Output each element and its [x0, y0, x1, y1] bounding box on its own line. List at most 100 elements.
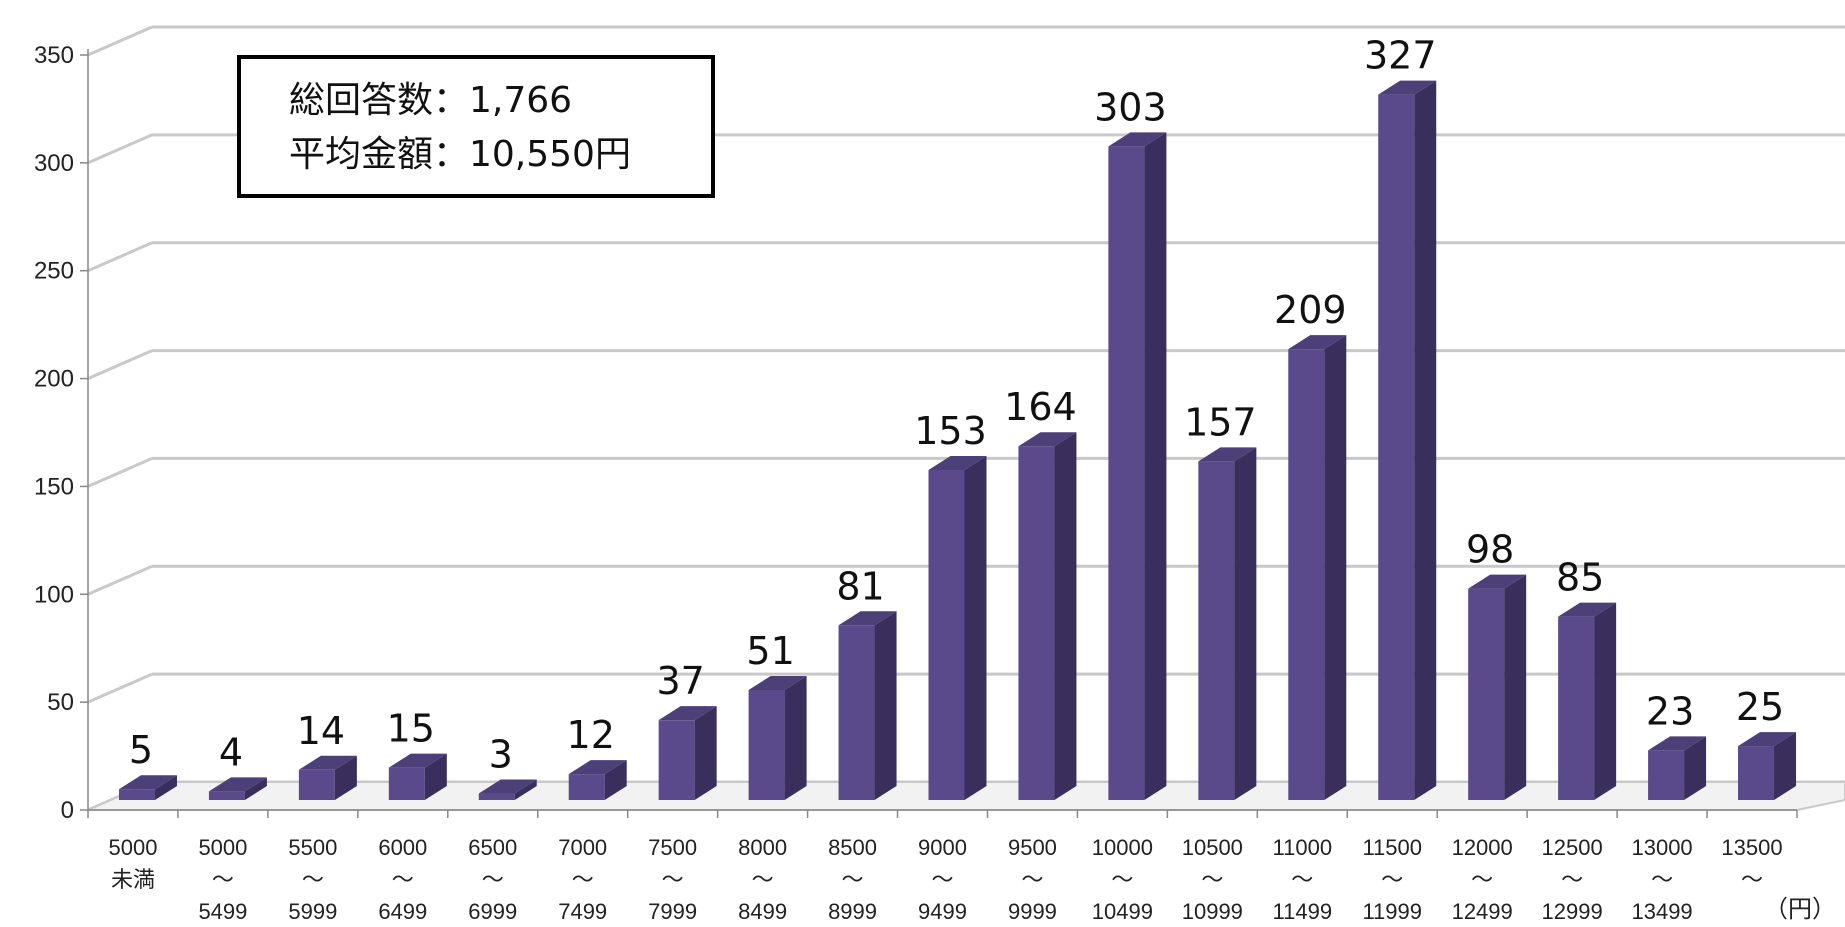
- bar-side: [1324, 335, 1347, 800]
- x-tick-label-line: 5000: [198, 835, 247, 860]
- bar: [1198, 447, 1257, 800]
- gridline-wall: [87, 349, 153, 380]
- data-label: 81: [836, 564, 884, 608]
- x-tick-label-line: 5500: [288, 835, 337, 860]
- bar: [1108, 132, 1167, 800]
- data-label: 12: [567, 713, 615, 757]
- x-tick-label-line: ～: [482, 867, 504, 892]
- bar-front: [298, 769, 335, 800]
- bar: [1738, 732, 1797, 800]
- average-amount-text: 平均金額：10,550円: [289, 134, 631, 175]
- x-tick-label-line: 13499: [1631, 899, 1692, 924]
- x-tick-label-line: ～: [842, 867, 864, 892]
- bar-top: [1108, 132, 1167, 147]
- bar-top: [1018, 432, 1077, 447]
- x-tick-label-line: ～: [662, 867, 684, 892]
- summary-box: 総回答数：1,766 平均金額：10,550円: [237, 55, 715, 198]
- x-tick-label-line: 7000: [558, 835, 607, 860]
- gridline-wall: [87, 457, 153, 488]
- x-tick-label-line: ～: [1651, 867, 1673, 892]
- data-label: 85: [1556, 556, 1604, 600]
- x-tick-label-line: ～: [1471, 867, 1493, 892]
- y-tick-label: 200: [34, 366, 74, 393]
- data-label: 153: [914, 409, 987, 453]
- x-tick-label-line: 8999: [828, 899, 877, 924]
- bar: [478, 779, 537, 800]
- x-tick-label: 12500 ～ 12999: [1542, 835, 1603, 924]
- total-responses-text: 総回答数：1,766: [289, 80, 573, 121]
- bar-front: [1468, 588, 1505, 800]
- data-label: 23: [1646, 689, 1694, 733]
- bar-front: [1648, 750, 1685, 800]
- x-tick-label: 6000 ～ 6499: [378, 835, 427, 924]
- data-label: 3: [489, 733, 513, 777]
- x-tick-label-line: ～: [302, 867, 324, 892]
- x-tick-label-line: 6000: [378, 835, 427, 860]
- data-label: 164: [1004, 385, 1077, 429]
- bar-top: [118, 775, 177, 790]
- bar-top: [1738, 732, 1797, 747]
- x-tick-label-line: ～: [212, 867, 234, 892]
- gridline-wall: [87, 564, 153, 596]
- data-label: 303: [1094, 85, 1167, 129]
- x-tick-label-line: 8499: [738, 899, 787, 924]
- x-tick-label-line: 7999: [648, 899, 697, 924]
- y-tick-label: 250: [34, 258, 74, 285]
- data-label: 15: [387, 707, 435, 751]
- data-label: 5: [129, 728, 153, 772]
- bar: [658, 706, 717, 800]
- x-tick-label-line: 12000: [1452, 835, 1513, 860]
- bars: [118, 80, 1797, 801]
- x-tick-label: 11000 ～ 11499: [1273, 835, 1333, 924]
- bar-top: [208, 777, 267, 792]
- bar-front: [1108, 146, 1145, 800]
- bar-side: [154, 775, 177, 800]
- bar-side: [874, 611, 897, 800]
- x-tick-label-line: 12999: [1542, 899, 1603, 924]
- x-tick-label-line: ～: [392, 867, 414, 892]
- x-tick-label-line: 5000: [108, 835, 157, 860]
- x-tick-label: 7500 ～ 7999: [648, 835, 697, 924]
- x-tick-label-line: 10499: [1092, 899, 1153, 924]
- x-tick-label-line: 7500: [648, 835, 697, 860]
- x-tick-label-line: 9499: [918, 899, 967, 924]
- bar-top: [838, 611, 897, 626]
- bar-top: [298, 755, 357, 770]
- bar: [568, 760, 627, 800]
- x-unit-label: （円）: [1764, 895, 1836, 923]
- data-label: 25: [1736, 685, 1784, 729]
- x-tick-label-line: ～: [1561, 867, 1583, 892]
- bar-side: [1234, 447, 1257, 800]
- x-tick-label-line: 10000: [1092, 835, 1153, 860]
- bar: [1018, 432, 1077, 800]
- x-tick-label: 5500 ～ 5999: [288, 835, 337, 924]
- x-tick-label: 7000 ～ 7499: [558, 835, 607, 924]
- y-tick-label: 350: [34, 42, 74, 69]
- x-tick-label-line: ～: [931, 867, 953, 892]
- bar-front: [208, 791, 245, 800]
- data-label: 51: [746, 629, 794, 673]
- data-label: 98: [1466, 528, 1514, 572]
- x-tick-label-line: ～: [1291, 867, 1313, 892]
- x-tick-label: 9000 ～ 9499: [918, 835, 967, 924]
- y-tick-label: 50: [47, 689, 74, 716]
- x-tick-labels: 5000 未満 5000 ～ 5499 5500 ～ 5999 6000 ～ 6499 6500 ～ 69…: [108, 835, 1782, 924]
- x-tick-label: 11500 ～ 11999: [1362, 835, 1422, 924]
- bar-front: [1558, 616, 1595, 800]
- x-tick-label-line: ～: [1021, 867, 1043, 892]
- bar-top: [478, 779, 537, 794]
- bar-front: [838, 625, 875, 800]
- data-label: 4: [219, 730, 243, 774]
- bar-top: [568, 760, 627, 775]
- data-label: 14: [297, 709, 345, 753]
- x-tick-label-line: 12499: [1452, 899, 1513, 924]
- x-tick-label-line: 9999: [1008, 899, 1057, 924]
- bar-side: [334, 755, 357, 800]
- bar-front: [1198, 461, 1235, 800]
- bar-side: [784, 675, 807, 800]
- x-tick-label-line: 5499: [198, 899, 247, 924]
- x-tick-label-line: 6499: [378, 899, 427, 924]
- bar-front: [478, 793, 515, 800]
